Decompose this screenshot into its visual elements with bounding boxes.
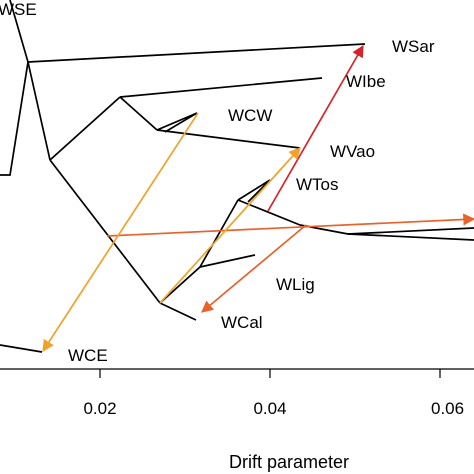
x-tick-label-0: 0.02: [83, 399, 116, 418]
branch-inner-7: [237, 199, 301, 226]
label-wvao: WVao: [330, 142, 375, 161]
label-wsar: WSar: [392, 37, 435, 56]
branch-inner-5: [159, 266, 201, 304]
x-tick-label-2: 0.06: [431, 399, 464, 418]
migration-arrow-to-wvao: [159, 147, 301, 304]
branch-inner-4: [49, 159, 161, 304]
x-axis: 0.02 0.04 0.06 Drift parameter: [0, 368, 474, 472]
branch-inner-3: [119, 96, 158, 131]
tree-branches: [0, 0, 474, 353]
branch-inner-2: [49, 96, 121, 161]
label-wtos: WTos: [296, 175, 339, 194]
branch-wlig: [199, 254, 256, 268]
label-wcal: WCal: [221, 313, 263, 332]
migration-arrow-to-wcal: [201, 224, 307, 313]
label-wibe: WIbe: [346, 72, 386, 91]
branch-wvao: [156, 129, 301, 149]
label-wse: WSE: [0, 0, 37, 19]
migration-arrow-to-wce: [42, 112, 199, 352]
branch-wibe: [119, 77, 323, 98]
branch-root-wse: [0, 0, 29, 176]
branch-inner-1: [27, 61, 51, 161]
migration-edges: [42, 44, 474, 352]
branch-wcal: [159, 302, 197, 321]
migration-arrow-to-wsar: [267, 44, 364, 212]
branch-root-wce: [0, 344, 43, 353]
x-axis-title: Drift parameter: [229, 452, 349, 472]
label-wce: WCE: [68, 346, 108, 365]
branch-wsar: [27, 43, 366, 63]
branch-inner-6: [199, 199, 239, 268]
population-labels: WSE WSar WIbe WCW WVao WTos WLig WCal WC…: [0, 0, 435, 365]
x-tick-label-1: 0.04: [253, 399, 286, 418]
migration-arrow-right: [106, 213, 474, 237]
branch-right-2: [347, 233, 474, 241]
label-wlig: WLig: [276, 275, 315, 294]
label-wcw: WCW: [228, 106, 272, 125]
